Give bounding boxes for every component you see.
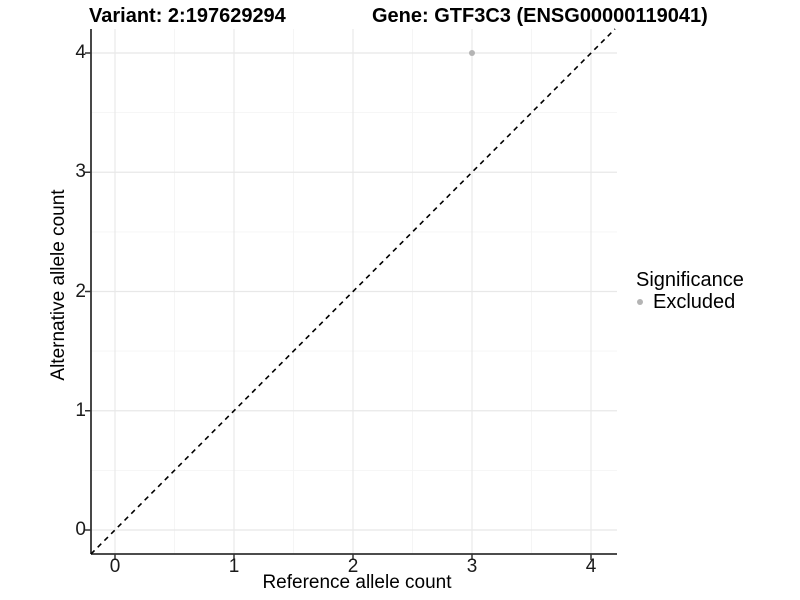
legend-title: Significance <box>636 269 744 291</box>
y-axis-title: Alternative allele count <box>48 189 69 381</box>
axis-tick-marks <box>85 52 592 560</box>
data-point-excluded <box>469 50 475 56</box>
legend-item-label: Excluded <box>653 291 736 313</box>
x-tick-label-4: 4 <box>585 556 597 577</box>
y-tick-label-3: 3 <box>75 161 86 182</box>
x-axis-title: Reference allele count <box>262 572 452 593</box>
legend-item-excluded: Excluded <box>632 291 744 313</box>
plot-title-variant: Variant: 2:197629294 <box>89 5 286 27</box>
grid-minor-lines <box>91 29 617 554</box>
y-tick-label-1: 1 <box>75 400 86 421</box>
y-tick-label-2: 2 <box>75 281 86 302</box>
legend: Significance Excluded <box>632 269 744 313</box>
identity-reference-line <box>90 28 616 555</box>
x-tick-label-1: 1 <box>228 556 240 577</box>
plot-panel <box>85 28 617 560</box>
x-tick-label-0: 0 <box>109 556 121 577</box>
y-tick-label-0: 0 <box>75 519 86 540</box>
plot-title-gene: Gene: GTF3C3 (ENSG00000119041) <box>372 5 708 27</box>
y-tick-label-4: 4 <box>75 42 86 63</box>
x-tick-label-3: 3 <box>466 556 478 577</box>
x-tick-label-2: 2 <box>347 556 359 577</box>
excluded-point-marker-icon <box>637 299 643 305</box>
